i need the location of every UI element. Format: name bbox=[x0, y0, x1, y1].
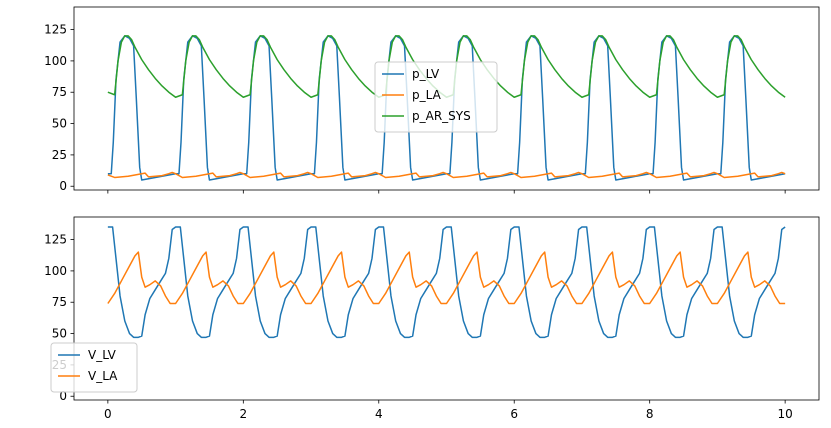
x-tick-label: 0 bbox=[104, 407, 112, 421]
y-tick-label: 100 bbox=[44, 264, 67, 278]
y-tick-label: 50 bbox=[52, 117, 67, 131]
legend: p_LV p_LA p_AR_SYS bbox=[374, 61, 498, 133]
legend-label: p_AR_SYS bbox=[412, 109, 471, 123]
legend-label: V_LV bbox=[88, 348, 117, 362]
x-tick-label: 2 bbox=[239, 407, 247, 421]
bottom-panel: 02550751001250246810V_LVV_LA bbox=[44, 216, 820, 421]
series-group bbox=[107, 226, 786, 339]
x-tick-label: 8 bbox=[646, 407, 654, 421]
top-panel: 0 25 50 75 100 125 p_LV p_LA p_AR_SYS bbox=[44, 6, 820, 194]
legend-label: p_LA bbox=[412, 88, 442, 102]
y-tick-label: 75 bbox=[52, 295, 67, 309]
y-tick-label: 0 bbox=[59, 179, 67, 193]
axes-frame bbox=[73, 216, 820, 401]
legend-label: p_LV bbox=[412, 67, 440, 81]
x-tick-label: 4 bbox=[375, 407, 383, 421]
series-line-v-la bbox=[107, 251, 786, 305]
x-tick-label: 6 bbox=[510, 407, 518, 421]
axes-frame bbox=[73, 6, 820, 191]
y-tick-label: 50 bbox=[52, 327, 67, 341]
y-tick-label: 100 bbox=[44, 54, 67, 68]
legend-box bbox=[374, 61, 498, 133]
series-line-v-lv bbox=[107, 226, 786, 339]
series-line-p-la bbox=[107, 171, 786, 179]
y-tick-label: 125 bbox=[44, 233, 67, 247]
legend: V_LV V_LA bbox=[50, 342, 138, 393]
y-tick-label: 75 bbox=[52, 85, 67, 99]
y-tick-label: 0 bbox=[59, 389, 67, 403]
legend-label: V_LA bbox=[88, 369, 118, 383]
y-tick-label: 125 bbox=[44, 23, 67, 37]
x-tick-label: 10 bbox=[777, 407, 792, 421]
y-tick-label: 25 bbox=[52, 148, 67, 162]
